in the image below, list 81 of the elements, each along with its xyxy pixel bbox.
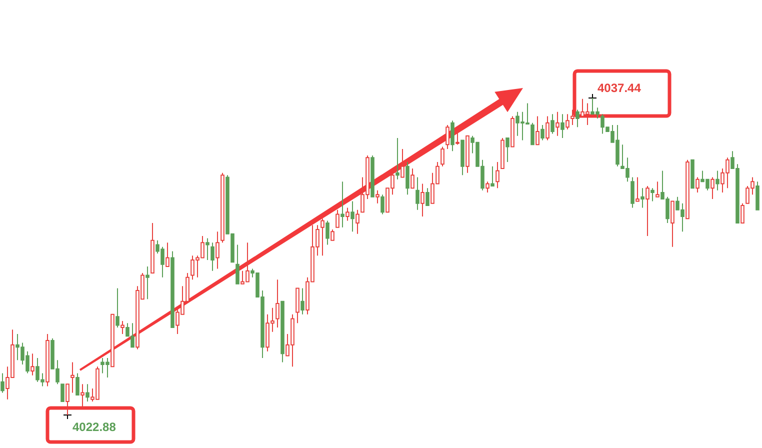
candlestick [170,250,174,328]
candlestick [686,159,690,220]
candlestick [280,300,284,363]
candlestick [450,120,454,152]
candlestick [300,288,304,315]
candlestick [216,231,220,270]
candlestick [490,166,494,186]
candlestick [646,185,650,237]
candlestick [556,111,560,136]
candlestick [696,176,700,193]
candlestick [80,384,84,409]
candlestick [640,188,644,208]
candlestick [66,384,70,416]
candlestick [496,162,500,189]
candlestick [446,124,450,150]
candlestick [670,200,674,248]
candlestick [150,222,154,274]
candlestick [650,188,654,202]
candlestick [236,244,240,284]
candlestick [340,181,344,228]
candlestick [630,176,634,208]
candlestick [550,114,554,134]
candlestick [0,372,4,394]
candlestick [416,176,420,210]
candlestick [530,122,534,146]
candlestick [466,135,470,174]
candlestick [510,116,514,148]
candlestick [500,138,504,170]
candlestick [60,384,64,402]
candlestick [410,168,414,189]
candlestick [486,181,490,193]
candlestick [110,314,114,368]
text: 4037.44 [598,81,642,95]
candlestick [560,114,564,139]
candlestick [656,181,660,198]
candlestick [576,109,580,128]
candlestick [30,353,34,376]
candlestick [570,109,574,126]
candlestick [400,148,404,178]
candlestick [540,124,544,141]
candlestick [690,159,694,189]
candlestick [406,162,410,196]
candlestick [76,372,80,396]
candlestick [370,154,374,198]
candlestick [440,146,444,167]
candlestick [166,242,170,268]
candlestick [636,176,640,202]
candlestick [756,181,760,210]
candlestick [336,209,340,228]
candlestick [506,138,510,163]
candlestick [380,194,384,215]
candlestick [320,218,324,256]
candlestick [330,229,334,241]
candlestick [420,183,424,217]
candlestick [206,238,210,260]
candlestick [456,131,460,146]
candlestick [220,172,224,244]
candlestick [210,242,214,272]
candlestick [460,140,464,176]
candlestick [116,288,120,328]
candlestick [120,320,124,335]
candlestick [536,116,540,146]
candlestick [350,200,354,232]
candlestick [70,362,74,394]
candlestick [376,190,380,204]
candlestick [426,188,430,206]
candlestick [396,138,400,180]
candlestick [46,334,50,387]
candlestick [276,279,280,328]
candlestick [356,209,360,234]
candlestick [716,170,720,191]
candlestick [740,202,744,224]
candlestick [710,176,714,200]
candlestick [546,116,550,141]
candlestick [326,220,330,246]
candlestick [146,266,150,300]
candlestick [296,288,300,324]
text: 4022.88 [72,420,116,434]
candlestick [566,114,570,130]
candlestick [86,384,90,402]
candlestick [346,207,350,222]
